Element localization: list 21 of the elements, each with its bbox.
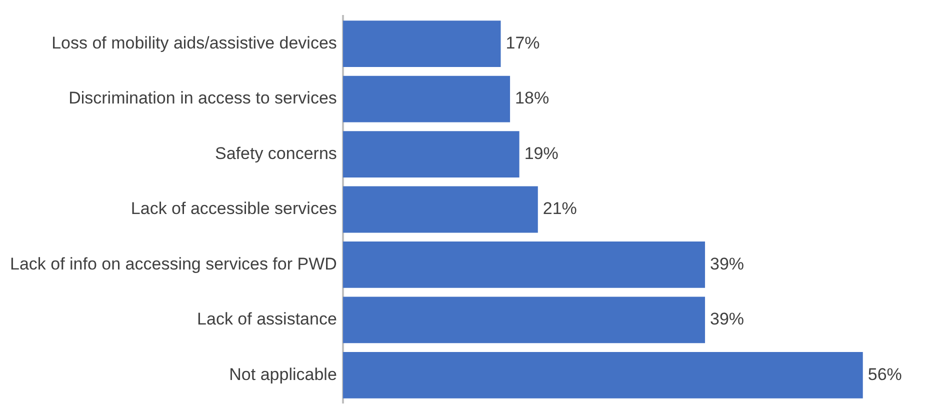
y-tick-label: Safety concerns bbox=[215, 144, 337, 163]
data-label: 17% bbox=[506, 34, 540, 52]
y-tick-label: Lack of assistance bbox=[197, 310, 337, 329]
data-label: 39% bbox=[710, 310, 744, 329]
y-tick-label: Lack of info on accessing services for PWD bbox=[10, 254, 337, 274]
y-tick-label: Lack of accessible services bbox=[130, 199, 337, 218]
data-label: 19% bbox=[524, 144, 558, 163]
y-tick-label: Loss of mobility aids/assistive devices bbox=[52, 34, 337, 52]
bar bbox=[342, 20, 501, 68]
y-tick-label: Not applicable bbox=[229, 364, 337, 384]
bar bbox=[342, 76, 510, 122]
bar bbox=[342, 352, 863, 398]
bar bbox=[342, 296, 706, 344]
bar bbox=[342, 186, 538, 233]
bar bbox=[342, 242, 706, 288]
data-label: 21% bbox=[542, 199, 577, 218]
data-label: 18% bbox=[515, 88, 550, 108]
data-label: 56% bbox=[868, 364, 902, 384]
bar bbox=[342, 131, 520, 178]
y-tick-label: Discrimination in access to services bbox=[68, 88, 337, 108]
data-label: 39% bbox=[710, 254, 744, 274]
